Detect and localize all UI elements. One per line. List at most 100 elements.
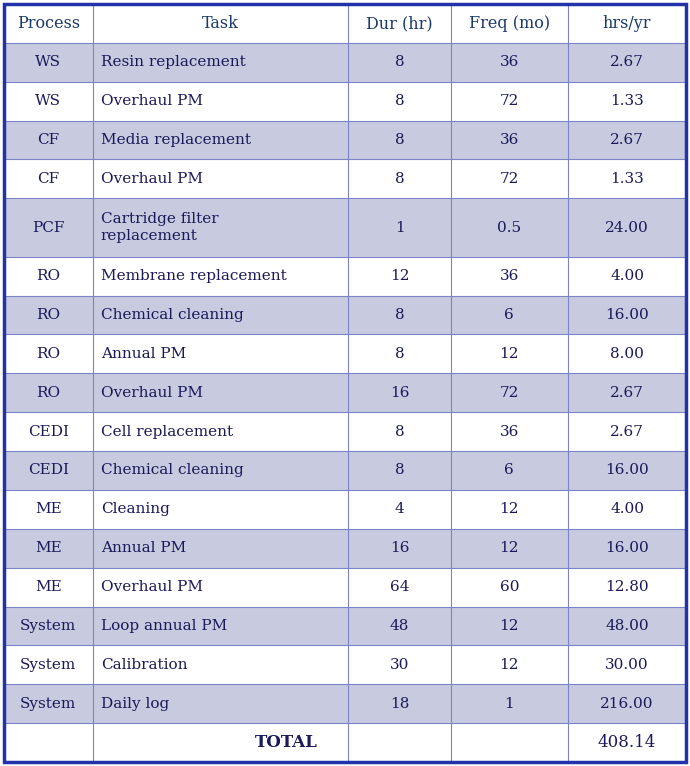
Text: RO: RO bbox=[37, 269, 61, 283]
Text: 2.67: 2.67 bbox=[610, 133, 644, 147]
Bar bbox=[4, 568, 686, 607]
Bar bbox=[4, 684, 686, 723]
Text: 12: 12 bbox=[390, 269, 409, 283]
Text: Chemical cleaning: Chemical cleaning bbox=[101, 463, 244, 477]
Bar bbox=[4, 451, 686, 490]
Text: 12: 12 bbox=[500, 619, 519, 633]
Bar bbox=[4, 412, 686, 451]
Bar bbox=[4, 257, 686, 296]
Text: 4.00: 4.00 bbox=[610, 502, 644, 516]
Bar bbox=[4, 723, 686, 762]
Text: 1.33: 1.33 bbox=[610, 172, 644, 186]
Text: 18: 18 bbox=[390, 697, 409, 711]
Text: 36: 36 bbox=[500, 424, 519, 439]
Text: 48.00: 48.00 bbox=[605, 619, 649, 633]
Text: 8: 8 bbox=[395, 172, 404, 186]
Text: 16.00: 16.00 bbox=[605, 463, 649, 477]
Text: RO: RO bbox=[37, 347, 61, 361]
Text: 48: 48 bbox=[390, 619, 409, 633]
Text: Media replacement: Media replacement bbox=[101, 133, 250, 147]
Text: Freq (mo): Freq (mo) bbox=[469, 15, 550, 32]
Text: CEDI: CEDI bbox=[28, 463, 69, 477]
Text: 2.67: 2.67 bbox=[610, 55, 644, 69]
Text: Overhaul PM: Overhaul PM bbox=[101, 172, 203, 186]
Text: PCF: PCF bbox=[32, 221, 65, 234]
Text: CF: CF bbox=[37, 133, 59, 147]
Text: 12: 12 bbox=[500, 347, 519, 361]
Text: ME: ME bbox=[35, 502, 61, 516]
Text: WS: WS bbox=[35, 94, 61, 108]
Text: 64: 64 bbox=[390, 580, 409, 594]
Text: Cleaning: Cleaning bbox=[101, 502, 170, 516]
Text: 8: 8 bbox=[395, 133, 404, 147]
Text: 16: 16 bbox=[390, 542, 409, 555]
Text: Resin replacement: Resin replacement bbox=[101, 55, 246, 69]
Text: 12.80: 12.80 bbox=[605, 580, 649, 594]
Text: 216.00: 216.00 bbox=[600, 697, 653, 711]
Bar bbox=[4, 373, 686, 412]
Text: 8: 8 bbox=[395, 308, 404, 322]
Text: 1.33: 1.33 bbox=[610, 94, 644, 108]
Text: 8: 8 bbox=[395, 55, 404, 69]
Bar bbox=[4, 82, 686, 120]
Text: 8: 8 bbox=[395, 94, 404, 108]
Bar bbox=[4, 607, 686, 646]
Text: 36: 36 bbox=[500, 133, 519, 147]
Text: 8.00: 8.00 bbox=[610, 347, 644, 361]
Text: 12: 12 bbox=[500, 502, 519, 516]
Bar bbox=[4, 120, 686, 159]
Text: 12: 12 bbox=[500, 542, 519, 555]
Text: Cartridge filter
replacement: Cartridge filter replacement bbox=[101, 212, 218, 243]
Text: RO: RO bbox=[37, 386, 61, 400]
Text: Membrane replacement: Membrane replacement bbox=[101, 269, 286, 283]
Text: 408.14: 408.14 bbox=[598, 734, 656, 751]
Text: 6: 6 bbox=[504, 308, 514, 322]
Text: 8: 8 bbox=[395, 424, 404, 439]
Text: 16.00: 16.00 bbox=[605, 308, 649, 322]
Bar bbox=[4, 159, 686, 198]
Text: 2.67: 2.67 bbox=[610, 386, 644, 400]
Text: 16.00: 16.00 bbox=[605, 542, 649, 555]
Text: 0.5: 0.5 bbox=[497, 221, 522, 234]
Text: Cell replacement: Cell replacement bbox=[101, 424, 233, 439]
Text: TOTAL: TOTAL bbox=[255, 734, 317, 751]
Text: 1: 1 bbox=[395, 221, 404, 234]
Text: hrs/yr: hrs/yr bbox=[603, 15, 651, 32]
Text: Calibration: Calibration bbox=[101, 658, 187, 672]
Text: 1: 1 bbox=[504, 697, 514, 711]
Text: Loop annual PM: Loop annual PM bbox=[101, 619, 227, 633]
Text: ME: ME bbox=[35, 542, 61, 555]
Text: ME: ME bbox=[35, 580, 61, 594]
Bar bbox=[4, 198, 686, 257]
Bar bbox=[4, 529, 686, 568]
Text: 72: 72 bbox=[500, 94, 519, 108]
Text: 36: 36 bbox=[500, 269, 519, 283]
Text: Dur (hr): Dur (hr) bbox=[366, 15, 433, 32]
Text: 72: 72 bbox=[500, 172, 519, 186]
Text: 30.00: 30.00 bbox=[605, 658, 649, 672]
Bar bbox=[4, 490, 686, 529]
Text: System: System bbox=[20, 619, 77, 633]
Text: 30: 30 bbox=[390, 658, 409, 672]
Text: 4.00: 4.00 bbox=[610, 269, 644, 283]
Text: 2.67: 2.67 bbox=[610, 424, 644, 439]
Text: 16: 16 bbox=[390, 386, 409, 400]
Text: Process: Process bbox=[17, 15, 80, 32]
Bar bbox=[4, 43, 686, 82]
Text: CF: CF bbox=[37, 172, 59, 186]
Text: Annual PM: Annual PM bbox=[101, 347, 186, 361]
Bar bbox=[4, 4, 686, 43]
Text: 72: 72 bbox=[500, 386, 519, 400]
Bar bbox=[4, 335, 686, 373]
Text: 8: 8 bbox=[395, 463, 404, 477]
Text: 8: 8 bbox=[395, 347, 404, 361]
Bar bbox=[4, 646, 686, 684]
Text: 12: 12 bbox=[500, 658, 519, 672]
Text: RO: RO bbox=[37, 308, 61, 322]
Text: Overhaul PM: Overhaul PM bbox=[101, 580, 203, 594]
Text: Overhaul PM: Overhaul PM bbox=[101, 386, 203, 400]
Bar bbox=[4, 296, 686, 335]
Text: System: System bbox=[20, 658, 77, 672]
Text: 6: 6 bbox=[504, 463, 514, 477]
Text: WS: WS bbox=[35, 55, 61, 69]
